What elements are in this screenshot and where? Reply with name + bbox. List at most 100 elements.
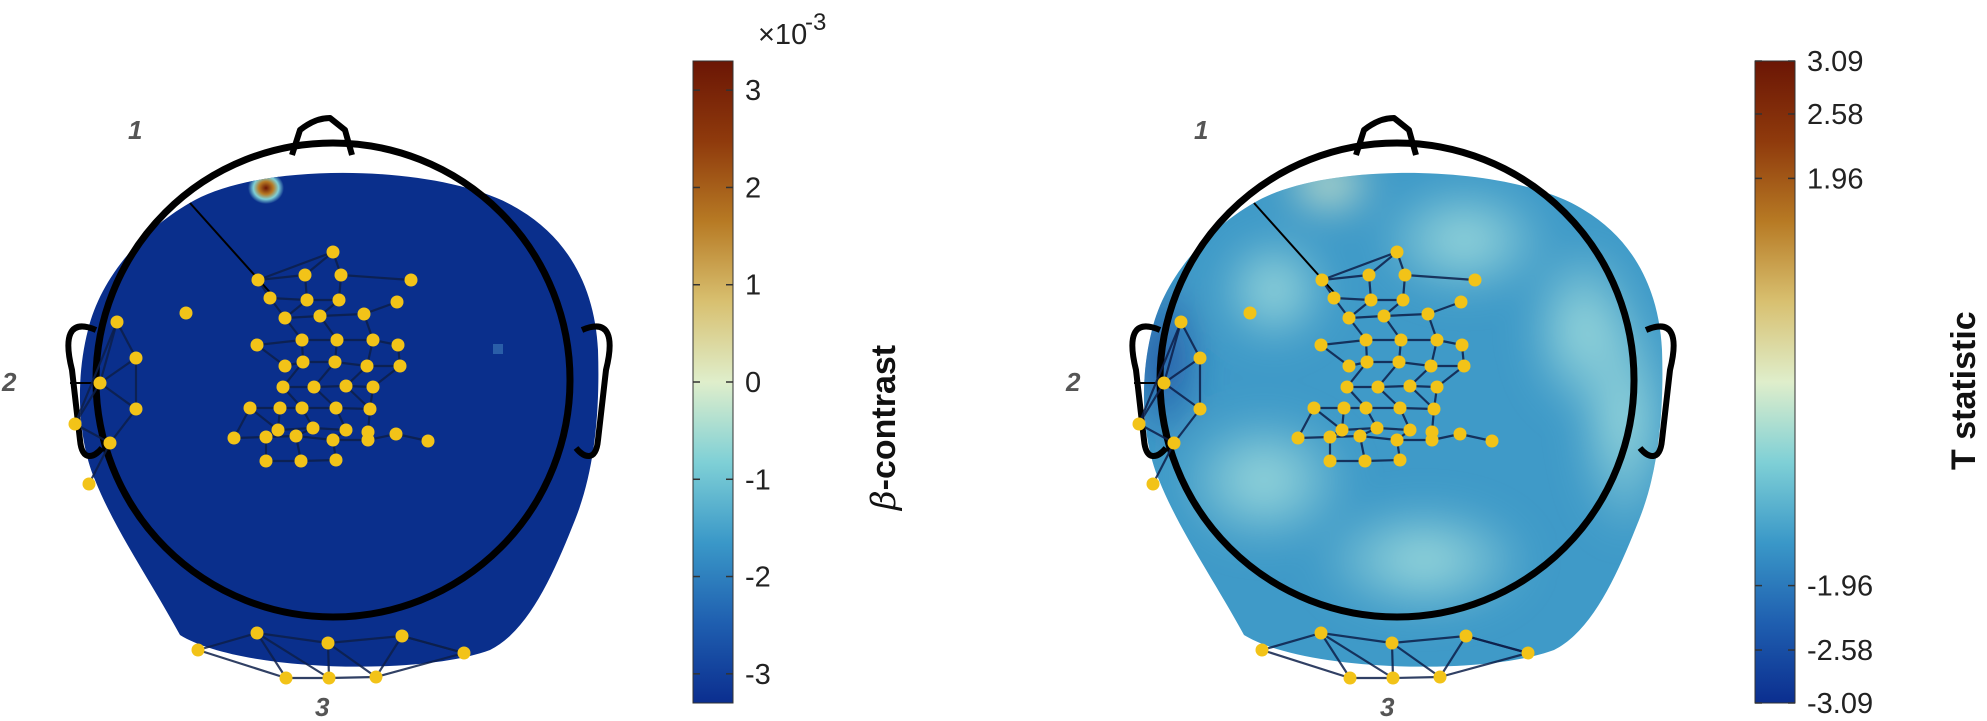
colorbar-left-exponent: -3 <box>805 9 826 36</box>
colorbar-left-label: β-contrast <box>864 345 904 512</box>
electrode <box>1342 311 1356 325</box>
electrode-link <box>99 382 137 410</box>
colorbar-tick-label: 2 <box>745 172 761 204</box>
electrode <box>243 401 257 415</box>
electrode-link <box>340 273 412 282</box>
electrode-link <box>256 338 303 347</box>
electrode-link <box>1439 635 1467 678</box>
electrode <box>313 309 327 323</box>
electrode <box>1394 333 1408 347</box>
electrode <box>1358 454 1372 468</box>
electrode <box>278 311 292 325</box>
electrode <box>395 629 409 643</box>
electrode <box>93 376 107 390</box>
electrode <box>68 417 82 431</box>
electrode-link <box>109 408 137 444</box>
electrode-link <box>1162 321 1183 384</box>
electrode <box>393 359 407 373</box>
electrode <box>179 306 193 320</box>
electrode <box>1403 379 1417 393</box>
region-label-3: 3 <box>315 692 330 721</box>
electrode-link <box>1320 632 1394 679</box>
colorbar-tick-label: 1.96 <box>1807 163 1863 195</box>
electrode <box>1323 454 1337 468</box>
electrode-link <box>257 273 306 282</box>
electrode <box>1359 333 1373 347</box>
electrode-link <box>88 442 111 485</box>
electrode-link <box>1152 442 1175 485</box>
electrode-link <box>197 631 258 652</box>
electrode-link <box>319 312 365 318</box>
electrode <box>361 433 375 447</box>
electrode-link <box>1320 338 1367 347</box>
electrode-link <box>328 675 377 680</box>
electrode <box>1385 636 1399 650</box>
electrode <box>298 268 312 282</box>
electrode <box>1314 626 1328 640</box>
electrode <box>391 338 405 352</box>
electrode-link <box>1261 648 1351 680</box>
electrode <box>326 433 340 447</box>
electrode <box>1243 306 1257 320</box>
right-ear-outline <box>573 323 613 459</box>
electrode-link <box>98 321 119 384</box>
electrode <box>1167 436 1181 450</box>
beta-symbol: β <box>864 490 904 512</box>
electrode-link <box>1383 312 1429 318</box>
electrode <box>1390 245 1404 259</box>
electrode <box>263 291 277 305</box>
electrode <box>339 423 353 437</box>
topomap-left: 1 2 3 <box>1 115 613 721</box>
electrode <box>1430 333 1444 347</box>
electrode <box>1353 429 1367 443</box>
electrode <box>332 293 346 307</box>
electrode-link <box>74 382 101 425</box>
electrode <box>1323 430 1337 444</box>
colorbar-tick-label: -1 <box>745 464 771 496</box>
colorbar-tick-label: 3 <box>745 75 761 107</box>
electrode <box>1146 477 1160 491</box>
electrode <box>1485 434 1499 448</box>
electrode <box>1337 401 1351 415</box>
electrode <box>1157 376 1171 390</box>
electrode-link <box>375 635 403 678</box>
colorbar-tick-label: -2 <box>745 562 771 594</box>
electrode <box>1457 359 1471 373</box>
electrode <box>1454 295 1468 309</box>
colorbar-tick-label: -2.58 <box>1807 635 1873 667</box>
electrode <box>251 273 265 287</box>
right-ear-outline <box>1637 323 1677 459</box>
region-label-2: 2 <box>1065 367 1081 397</box>
electrode <box>1360 355 1374 369</box>
electrode <box>1433 670 1447 684</box>
colorbar-tick-label: 3.09 <box>1807 46 1863 78</box>
activation-speck <box>493 344 503 354</box>
electrode <box>1468 273 1482 287</box>
electrode <box>1403 423 1417 437</box>
electrode-link <box>116 321 137 359</box>
electrode <box>289 429 303 443</box>
electrode <box>366 380 380 394</box>
electrode <box>250 626 264 640</box>
electrode <box>1430 380 1444 394</box>
electrode-link <box>1391 642 1441 678</box>
electrode-link <box>1391 634 1467 645</box>
electrode <box>329 453 343 467</box>
electrode <box>1377 309 1391 323</box>
region-label-3: 3 <box>1380 692 1395 721</box>
electrode <box>1424 359 1438 373</box>
electrode-link <box>257 250 334 282</box>
electrode <box>227 431 241 445</box>
colorbar-tick-label: -1.96 <box>1807 571 1873 603</box>
electrode-link <box>1261 631 1322 652</box>
colorbar-right-label: T statistic <box>1945 311 1983 470</box>
electrode <box>404 273 418 287</box>
region-label-2: 2 <box>1 367 17 397</box>
electrode <box>271 423 285 437</box>
electrode <box>129 402 143 416</box>
electrodes <box>68 245 471 685</box>
electrode <box>273 401 287 415</box>
electrode <box>1393 453 1407 467</box>
head-map-right <box>1129 115 1677 685</box>
